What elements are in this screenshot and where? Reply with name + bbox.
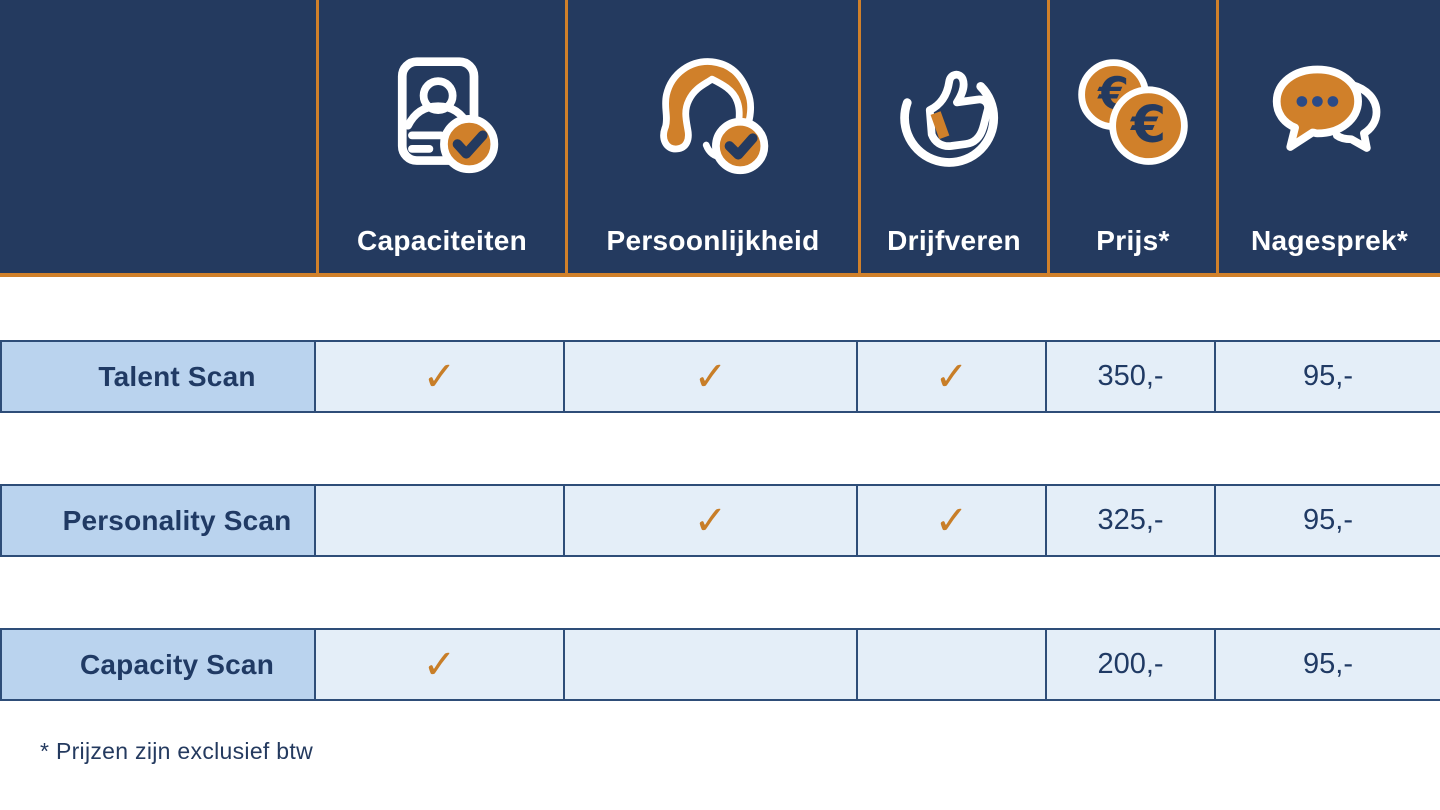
- check-cell: ✓: [565, 484, 858, 557]
- id-card-check-icon: [379, 0, 505, 225]
- check-cell: ✓: [316, 628, 565, 701]
- thumbs-up-icon: [891, 0, 1017, 225]
- header-col-persoonlijkheid: Persoonlijkheid: [565, 0, 858, 273]
- header-empty-corner: [0, 0, 316, 273]
- price-cell: 95,-: [1216, 340, 1440, 413]
- header-label-persoonlijkheid: Persoonlijkheid: [606, 225, 820, 256]
- table-row-capacity-scan: Capacity Scan ✓ 200,- 95,-: [0, 628, 1440, 701]
- table-header: Capaciteiten Persoonlijkheid: [0, 0, 1440, 277]
- header-col-prijs: € € Prijs*: [1047, 0, 1216, 273]
- header-label-capaciteiten: Capaciteiten: [356, 225, 528, 256]
- table-row-talent-scan: Talent Scan ✓ ✓ ✓ 350,- 95,-: [0, 340, 1440, 413]
- euro-coins-icon: € €: [1070, 0, 1196, 225]
- woman-profile-check-icon: [650, 0, 776, 225]
- svg-text:€: €: [1130, 95, 1166, 154]
- header-col-drijfveren: Drijfveren: [858, 0, 1047, 273]
- row-label: Personality Scan: [0, 484, 316, 557]
- check-cell: ✓: [858, 340, 1047, 413]
- price-cell: 95,-: [1216, 484, 1440, 557]
- price-cell: 200,-: [1047, 628, 1216, 701]
- header-col-capaciteiten: Capaciteiten: [316, 0, 565, 273]
- header-label-drijfveren: Drijfveren: [887, 225, 1021, 256]
- check-cell: [316, 484, 565, 557]
- row-label: Capacity Scan: [0, 628, 316, 701]
- price-cell: 95,-: [1216, 628, 1440, 701]
- header-col-nagesprek: Nagesprek*: [1216, 0, 1440, 273]
- header-label-prijs: Prijs*: [1096, 225, 1170, 256]
- check-cell: ✓: [565, 340, 858, 413]
- row-label: Talent Scan: [0, 340, 316, 413]
- chat-bubbles-icon: [1267, 0, 1393, 225]
- check-cell: ✓: [316, 340, 565, 413]
- header-label-nagesprek: Nagesprek*: [1250, 225, 1409, 256]
- footnote: * Prijzen zijn exclusief btw: [40, 738, 314, 764]
- price-cell: 325,-: [1047, 484, 1216, 557]
- check-cell: ✓: [858, 484, 1047, 557]
- check-cell: [858, 628, 1047, 701]
- table-row-personality-scan: Personality Scan ✓ ✓ 325,- 95,-: [0, 484, 1440, 557]
- check-cell: [565, 628, 858, 701]
- price-cell: 350,-: [1047, 340, 1216, 413]
